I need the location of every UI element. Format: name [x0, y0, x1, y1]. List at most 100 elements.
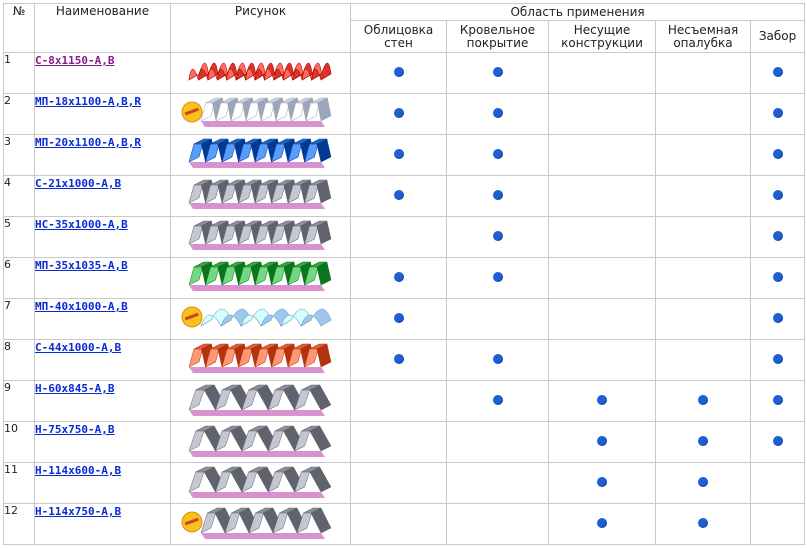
row-number: 5	[3, 216, 35, 258]
applicable-dot-icon	[597, 477, 607, 487]
name-cell: Н-114х750-А,В	[34, 503, 171, 545]
mark-fence-cell	[749, 175, 806, 217]
profile-sheet-icon	[188, 179, 331, 209]
table-row: 4 С-21х1000-А,В	[3, 175, 806, 217]
mark-fence-cell	[749, 421, 806, 463]
applicable-dot-icon	[772, 149, 783, 159]
mark-fence-cell	[749, 257, 806, 299]
mark-roofing-cell	[446, 257, 549, 299]
mark-load-bearing-cell	[548, 257, 656, 299]
applicable-dot-icon	[492, 149, 503, 159]
table-body: 1 С-8х1150-А,В 2 МП-18х1100-А,В,R 3 МП-20х110…	[3, 52, 806, 545]
header-application-area: Область применения	[349, 3, 806, 21]
header-roofing: Кровельное покрытие	[446, 20, 549, 53]
applicable-dot-icon	[492, 354, 503, 364]
table-row: 12 Н-114х750-А,В	[3, 503, 806, 545]
mark-load-bearing-cell	[548, 298, 656, 340]
row-number: 3	[3, 134, 35, 176]
profile-sheet-icon	[181, 306, 331, 328]
row-number: 1	[3, 52, 35, 94]
profile-sheet-icon	[188, 220, 331, 250]
row-number: 11	[3, 462, 35, 504]
applicable-dot-icon	[772, 272, 783, 282]
mark-wall-cladding-cell	[350, 257, 447, 299]
applicable-dot-icon	[393, 190, 404, 200]
table-row: 10 Н-75х750-А,В	[3, 421, 806, 463]
applicable-dot-icon	[698, 477, 708, 487]
mark-load-bearing-cell	[548, 503, 656, 545]
table-row: 7 МП-40х1000-А,В	[3, 298, 806, 340]
mark-wall-cladding-cell	[350, 52, 447, 94]
name-cell: Н-75х750-А,В	[34, 421, 171, 463]
picture-cell	[170, 339, 351, 381]
applicable-dot-icon	[393, 272, 404, 282]
applicable-dot-icon	[698, 436, 708, 446]
row-number: 8	[3, 339, 35, 381]
applicable-dot-icon	[492, 272, 503, 282]
profile-link[interactable]: МП-18х1100-А,В,R	[35, 95, 141, 108]
applicable-dot-icon	[772, 313, 783, 323]
applicable-dot-icon	[772, 67, 783, 77]
name-cell: Н-114х600-А,В	[34, 462, 171, 504]
mark-wall-cladding-cell	[350, 421, 447, 463]
applicable-dot-icon	[772, 190, 783, 200]
profile-link[interactable]: Н-60х845-А,В	[35, 382, 115, 395]
profile-link[interactable]: Н-114х600-А,В	[35, 464, 122, 477]
applicable-dot-icon	[597, 395, 607, 405]
row-number: 4	[3, 175, 35, 217]
name-cell: МП-40х1000-А,В	[34, 298, 171, 340]
mark-load-bearing-cell	[548, 134, 656, 176]
mark-formwork-cell	[655, 257, 751, 299]
picture-cell	[170, 462, 351, 504]
profile-sheet-icon	[188, 466, 331, 498]
profile-link[interactable]: С-21х1000-А,В	[35, 177, 122, 190]
profile-link[interactable]: НС-35х1000-А,В	[35, 218, 128, 231]
mark-roofing-cell	[446, 216, 549, 258]
applicable-dot-icon	[772, 108, 783, 118]
mark-formwork-cell	[655, 298, 751, 340]
header-picture: Рисунок	[170, 3, 351, 53]
profile-link[interactable]: МП-20х1100-А,В,R	[35, 136, 141, 149]
profile-link[interactable]: МП-35х1035-А,В	[35, 259, 128, 272]
profile-sheet-icon	[188, 62, 331, 81]
table-row: 11 Н-114х600-А,В	[3, 462, 806, 504]
table-row: 2 МП-18х1100-А,В,R	[3, 93, 806, 135]
header-wall-cladding: Облицовка стен	[350, 20, 447, 53]
applicable-dot-icon	[393, 313, 404, 323]
header-load-bearing: Несущие конструкции	[548, 20, 656, 53]
mark-fence-cell	[749, 380, 806, 422]
mark-fence-cell	[749, 134, 806, 176]
table-row: 9 Н-60х845-А,В	[3, 380, 806, 422]
applicable-dot-icon	[393, 149, 404, 159]
name-cell: С-8х1150-А,В	[34, 52, 171, 94]
profile-link[interactable]: МП-40х1000-А,В	[35, 300, 128, 313]
picture-cell	[170, 93, 351, 135]
mark-formwork-cell	[655, 216, 751, 258]
mark-load-bearing-cell	[548, 216, 656, 258]
profile-link[interactable]: Н-75х750-А,В	[35, 423, 115, 436]
profile-link[interactable]: С-8х1150-А,В	[35, 54, 115, 67]
picture-cell	[170, 175, 351, 217]
applicable-dot-icon	[492, 108, 503, 118]
mark-formwork-cell	[655, 421, 751, 463]
mark-formwork-cell	[655, 52, 751, 94]
mark-wall-cladding-cell	[350, 93, 447, 135]
mark-load-bearing-cell	[548, 52, 656, 94]
header-formwork: Несъемная опалубка	[655, 20, 751, 53]
row-number: 2	[3, 93, 35, 135]
profile-link[interactable]: С-44х1000-А,В	[35, 341, 122, 354]
table-row: 5 НС-35х1000-А,В	[3, 216, 806, 258]
applicable-dot-icon	[393, 354, 404, 364]
mark-load-bearing-cell	[548, 339, 656, 381]
profile-link[interactable]: Н-114х750-А,В	[35, 505, 122, 518]
mark-wall-cladding-cell	[350, 298, 447, 340]
name-cell: МП-18х1100-А,В,R	[34, 93, 171, 135]
table-row: 1 С-8х1150-А,В	[3, 52, 806, 94]
row-number: 6	[3, 257, 35, 299]
applicable-dot-icon	[393, 67, 404, 77]
mark-roofing-cell	[446, 298, 549, 340]
header-name: Наименование	[34, 3, 171, 53]
picture-cell	[170, 257, 351, 299]
picture-cell	[170, 216, 351, 258]
row-number: 9	[3, 380, 35, 422]
